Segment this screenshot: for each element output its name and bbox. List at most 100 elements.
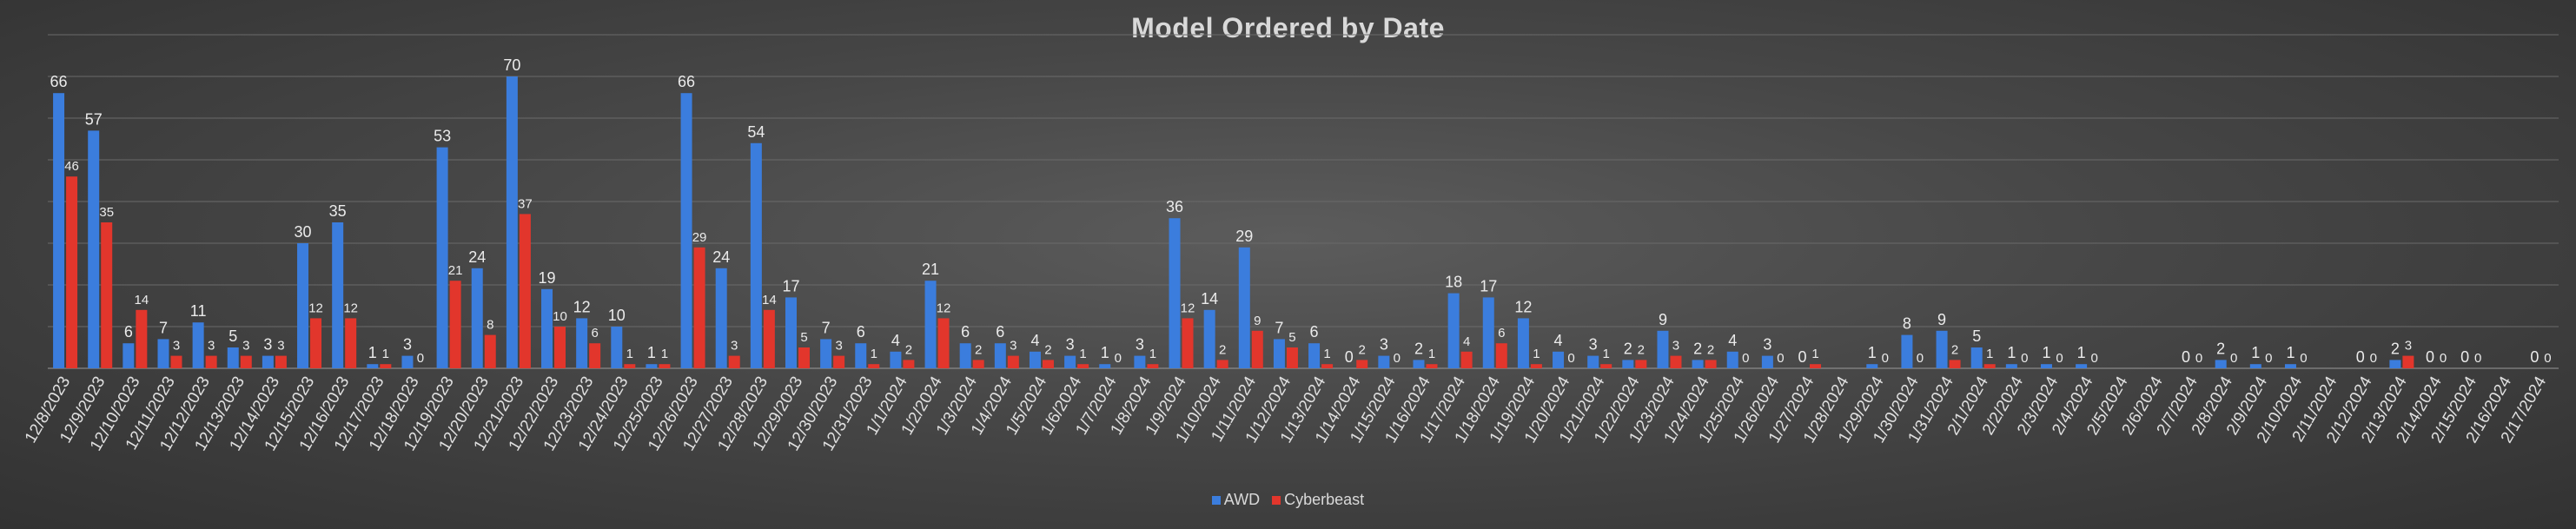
data-label-awd: 19 — [538, 269, 555, 287]
bar-cyberbeast — [1635, 360, 1647, 368]
data-label-cyberbeast: 14 — [762, 293, 777, 307]
data-label-cyberbeast: 0 — [2440, 351, 2447, 366]
data-label-cyberbeast: 21 — [448, 263, 463, 278]
data-label-cyberbeast: 4 — [1463, 334, 1470, 349]
data-label-cyberbeast: 6 — [1498, 326, 1505, 341]
data-label-cyberbeast: 3 — [242, 339, 249, 354]
bar-awd — [297, 243, 309, 368]
data-label-cyberbeast: 0 — [2300, 351, 2307, 366]
bar-cyberbeast — [1530, 364, 1542, 368]
data-label-cyberbeast: 3 — [1672, 339, 1679, 354]
data-label-awd: 3 — [263, 336, 272, 354]
data-label-cyberbeast: 2 — [1638, 342, 1645, 357]
data-label-cyberbeast: 2 — [1044, 342, 1051, 357]
data-label-cyberbeast: 1 — [1428, 347, 1435, 361]
bar-cyberbeast — [1251, 330, 1263, 368]
data-label-awd: 0 — [2460, 348, 2469, 366]
data-label-cyberbeast: 3 — [173, 339, 180, 354]
bar-awd — [1901, 334, 1913, 368]
data-label-cyberbeast: 8 — [487, 318, 493, 333]
bar-awd — [1970, 347, 1983, 368]
bar-awd — [576, 318, 588, 368]
data-label-cyberbeast: 46 — [64, 159, 79, 174]
data-label-cyberbeast: 1 — [1811, 347, 1818, 361]
data-label-awd: 3 — [1380, 336, 1388, 354]
data-label-awd: 4 — [1554, 332, 1563, 349]
data-label-awd: 6 — [996, 323, 1004, 341]
data-label-awd: 0 — [2356, 348, 2365, 366]
bar-awd — [436, 147, 448, 368]
bar-cyberbeast — [484, 334, 496, 368]
data-label-cyberbeast: 1 — [382, 347, 389, 361]
data-label-awd: 35 — [329, 202, 347, 220]
bar-awd — [1866, 364, 1878, 368]
data-label-cyberbeast: 3 — [1010, 339, 1016, 354]
data-label-cyberbeast: 1 — [1323, 347, 1330, 361]
data-label-awd: 17 — [782, 277, 799, 294]
bar-awd — [367, 364, 379, 368]
data-label-awd: 1 — [1868, 344, 1877, 361]
bar-cyberbeast — [1147, 364, 1159, 368]
bar-cyberbeast — [205, 355, 217, 368]
data-label-awd: 36 — [1166, 198, 1183, 215]
data-label-awd: 3 — [1066, 336, 1075, 354]
data-label-cyberbeast: 0 — [1115, 351, 1122, 366]
data-label-cyberbeast: 0 — [2370, 351, 2377, 366]
data-label-awd: 14 — [1201, 290, 1218, 307]
data-label-cyberbeast: 2 — [1707, 342, 1714, 357]
data-label-awd: 24 — [468, 248, 486, 266]
bar-cyberbeast — [833, 355, 845, 368]
bar-cyberbeast — [1426, 364, 1438, 368]
data-label-awd: 53 — [434, 128, 451, 145]
bar-cyberbeast — [101, 222, 113, 368]
bar-awd — [1064, 355, 1076, 368]
bar-awd — [157, 339, 169, 368]
bar-awd — [1726, 351, 1738, 368]
data-label-awd: 17 — [1480, 277, 1497, 294]
bar-awd — [1308, 343, 1321, 368]
bar-cyberbeast — [972, 360, 984, 368]
bar-cyberbeast — [554, 327, 566, 368]
data-label-awd: 4 — [1030, 332, 1039, 349]
bar-awd — [1203, 309, 1215, 368]
data-label-awd: 1 — [1101, 344, 1109, 361]
bar-cyberbeast — [763, 309, 775, 368]
data-label-cyberbeast: 12 — [308, 301, 323, 315]
data-label-cyberbeast: 3 — [277, 339, 284, 354]
data-label-awd: 54 — [747, 123, 765, 141]
bar-awd — [2040, 364, 2052, 368]
chart-title: Model Ordered by Date — [1131, 12, 1445, 43]
legend-swatch-cyberbeast — [1272, 495, 1281, 505]
bar-awd — [611, 327, 623, 368]
bar-awd — [1517, 318, 1529, 368]
bar-cyberbeast — [1460, 351, 1473, 368]
data-label-cyberbeast: 12 — [343, 301, 358, 315]
bar-awd — [471, 268, 483, 368]
bar-awd — [1761, 355, 1773, 368]
bar-awd — [2249, 364, 2261, 368]
bar-cyberbeast — [519, 214, 531, 368]
bar-awd — [1692, 360, 1704, 368]
bar-awd — [715, 268, 727, 368]
data-label-cyberbeast: 29 — [692, 230, 707, 245]
bar-awd — [1413, 360, 1425, 368]
data-label-awd: 30 — [295, 223, 312, 241]
data-label-awd: 8 — [1903, 315, 1911, 333]
bar-awd — [890, 351, 902, 368]
data-label-awd: 6 — [961, 323, 970, 341]
data-label-cyberbeast: 6 — [591, 326, 598, 341]
bar-awd — [88, 130, 100, 368]
data-label-awd: 10 — [608, 307, 626, 324]
bar-awd — [1134, 355, 1146, 368]
bar-awd — [1657, 330, 1669, 368]
bar-cyberbeast — [170, 355, 182, 368]
bar-awd — [1273, 339, 1285, 368]
data-label-awd: 3 — [1763, 336, 1771, 354]
bar-awd — [1553, 351, 1565, 368]
bar-cyberbeast — [2402, 355, 2414, 368]
data-label-cyberbeast: 9 — [1254, 314, 1261, 328]
data-label-awd: 2 — [1693, 340, 1702, 357]
data-label-cyberbeast: 12 — [937, 301, 951, 315]
data-label-cyberbeast: 0 — [1882, 351, 1889, 366]
